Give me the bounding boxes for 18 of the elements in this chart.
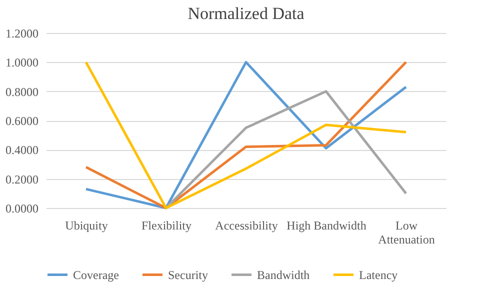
y-tick-label: 1.2000 bbox=[6, 26, 38, 40]
legend-label: Bandwidth bbox=[257, 268, 310, 282]
legend-label: Security bbox=[168, 268, 208, 282]
x-tick-label: High Bandwidth bbox=[286, 218, 366, 232]
y-tick-label: 0.0000 bbox=[6, 202, 38, 216]
legend-label: Latency bbox=[359, 268, 398, 282]
x-tick-label: Ubiquity bbox=[65, 218, 108, 232]
chart-title: Normalized Data bbox=[188, 4, 305, 23]
y-tick-label: 0.8000 bbox=[6, 84, 38, 99]
y-tick-label: 1.0000 bbox=[6, 56, 38, 70]
legend-label: Coverage bbox=[73, 268, 119, 282]
y-tick-label: 0.2000 bbox=[6, 172, 38, 186]
line-series bbox=[84, 60, 408, 210]
y-tick-label: 0.6000 bbox=[6, 114, 38, 128]
x-tick-label: Accessibility bbox=[215, 218, 278, 232]
x-tick-label: Flexibility bbox=[141, 218, 192, 232]
y-tick-label: 0.4000 bbox=[6, 143, 38, 158]
x-tick-label: Low Attenuation bbox=[378, 218, 435, 246]
